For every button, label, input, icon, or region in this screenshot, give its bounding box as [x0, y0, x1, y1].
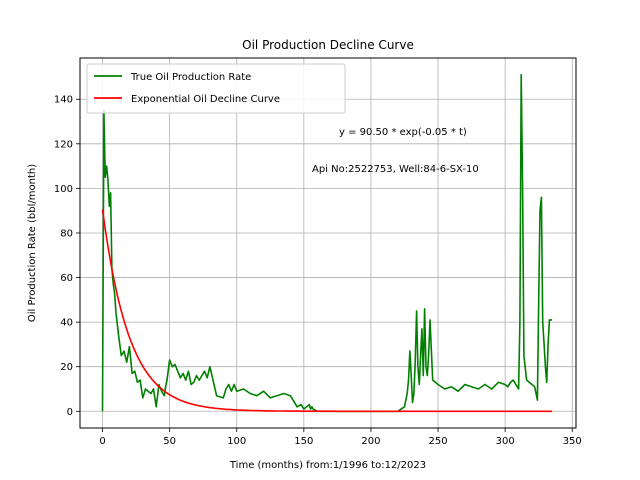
y-tick-label: 60 [60, 273, 73, 284]
y-axis-title: Oil Production Rate (bbl/month) [27, 164, 38, 322]
x-tick-label: 300 [496, 436, 515, 447]
well-annotation: Api No:2522753, Well:84-6-SX-10 [312, 164, 479, 175]
legend-box [86, 63, 346, 114]
y-tick-label: 40 [60, 318, 73, 329]
chart-title: Oil Production Decline Curve [242, 38, 414, 52]
series-lines [101, 73, 553, 413]
legend: True Oil Production Rate Exponential Oil… [86, 63, 346, 114]
legend-label-true-rate: True Oil Production Rate [130, 72, 251, 83]
y-tick-label: 0 [67, 407, 73, 418]
y-tick-label: 140 [54, 95, 73, 106]
grid-lines [80, 58, 576, 428]
series-exponential-decline [101, 209, 553, 413]
equation-annotation: y = 90.50 * exp(-0.05 * t) [339, 127, 467, 138]
x-tick-label: 200 [361, 436, 380, 447]
x-tick-label: 50 [163, 436, 176, 447]
y-tick-label: 120 [54, 139, 73, 150]
x-tick-label: 350 [563, 436, 582, 447]
y-tick-label: 100 [54, 184, 73, 195]
x-tick-label: 150 [294, 436, 313, 447]
y-tick-label: 80 [60, 228, 73, 239]
y-tick-label: 20 [60, 362, 73, 373]
axis-ticks: 0 50 100 150 200 250 300 350 0 20 40 60 80 100 120 140 [54, 95, 582, 447]
x-tick-label: 100 [227, 436, 246, 447]
x-tick-label: 0 [99, 436, 105, 447]
legend-label-decline-curve: Exponential Oil Decline Curve [131, 94, 280, 105]
x-tick-label: 250 [428, 436, 447, 447]
series-true-oil-rate [101, 73, 553, 413]
plot-frame [79, 57, 577, 429]
x-axis-title: Time (months) from:1/1996 to:12/2023 [229, 460, 426, 471]
